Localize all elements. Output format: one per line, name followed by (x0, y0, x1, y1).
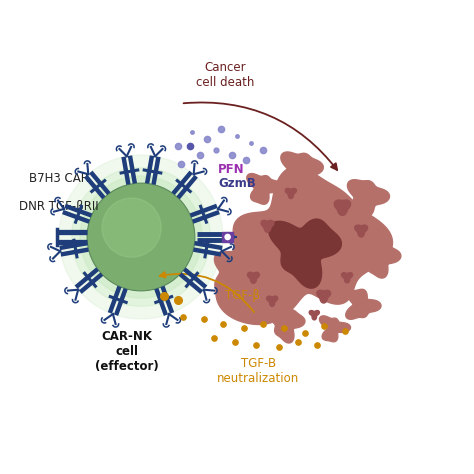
Polygon shape (269, 219, 341, 288)
Circle shape (87, 183, 195, 291)
Polygon shape (214, 251, 262, 293)
FancyBboxPatch shape (222, 232, 233, 242)
Text: TGF-β: TGF-β (225, 289, 260, 302)
Polygon shape (317, 290, 330, 303)
Polygon shape (334, 200, 351, 216)
Text: GzmB: GzmB (218, 177, 256, 190)
Circle shape (223, 233, 232, 241)
Text: TGF-B
neutralization: TGF-B neutralization (217, 356, 299, 384)
Polygon shape (268, 310, 305, 343)
Polygon shape (216, 166, 392, 325)
Circle shape (102, 198, 161, 257)
Circle shape (80, 176, 202, 298)
Text: CAR-NK
cell
(effector): CAR-NK cell (effector) (95, 330, 159, 373)
Polygon shape (247, 173, 283, 204)
Polygon shape (261, 220, 274, 232)
Polygon shape (342, 273, 353, 283)
Polygon shape (281, 152, 323, 190)
Polygon shape (309, 310, 319, 320)
Polygon shape (355, 225, 367, 237)
Polygon shape (266, 296, 278, 306)
Polygon shape (319, 316, 350, 342)
Polygon shape (247, 272, 259, 283)
Text: Cancer
cell death: Cancer cell death (196, 62, 255, 90)
Circle shape (59, 155, 223, 319)
Polygon shape (361, 243, 401, 278)
Text: B7H3 CAR: B7H3 CAR (28, 172, 89, 185)
Text: PFN: PFN (218, 163, 245, 175)
Polygon shape (285, 188, 296, 199)
Polygon shape (347, 180, 390, 216)
Text: DNR TGF-βRII: DNR TGF-βRII (19, 200, 99, 213)
Polygon shape (346, 289, 381, 319)
Circle shape (72, 168, 210, 306)
